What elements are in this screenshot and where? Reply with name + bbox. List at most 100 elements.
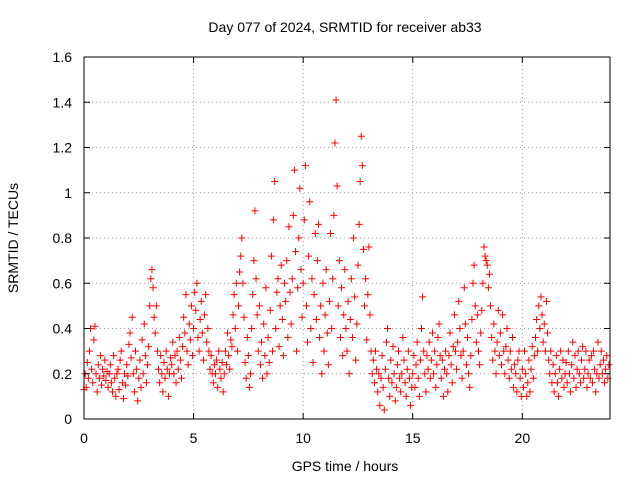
data-point [512,370,520,378]
data-point [149,284,157,292]
data-point [142,379,150,387]
data-point [185,320,193,328]
data-point [157,352,165,360]
data-point [413,338,421,346]
data-point [357,132,365,140]
plot-frame [83,56,611,420]
data-point [584,370,592,378]
data-point [186,336,194,344]
data-point [327,229,335,237]
data-point [205,347,213,355]
data-point [498,361,506,369]
data-point [221,347,229,355]
x-tick-label: 15 [405,430,421,446]
data-point [568,361,576,369]
data-point [320,347,328,355]
data-point [527,365,535,373]
data-point [449,343,457,351]
data-point [127,354,135,362]
data-point [418,325,426,332]
data-point [147,275,155,283]
data-point [569,338,577,346]
data-point [430,370,438,378]
data-point [102,377,110,385]
data-point [592,388,600,396]
data-point [467,352,475,360]
data-point [133,365,141,373]
data-point [392,383,400,391]
data-point [500,347,508,355]
y-axis-title: SRMTID / TECUs [5,183,21,293]
data-point [160,358,168,366]
data-point [207,352,215,360]
data-point [274,275,282,283]
data-point [287,320,295,328]
data-point [198,329,206,337]
data-point [564,347,572,355]
data-point [90,336,98,344]
data-point [184,361,192,369]
data-point [368,370,376,378]
data-point [297,266,305,274]
x-tick-label: 20 [515,430,531,446]
data-point [519,383,527,391]
data-point [163,365,171,373]
data-point [245,383,253,391]
data-point [193,279,201,287]
data-point [533,315,541,323]
data-point [283,257,291,265]
data-point [402,392,410,400]
data-point [545,356,553,364]
data-point [145,343,153,351]
data-point [228,343,236,351]
data-point [552,352,560,360]
data-point [582,347,590,355]
data-point [164,392,172,400]
data-point [575,370,583,378]
data-point [563,379,571,387]
data-point [111,374,119,382]
data-point [137,383,145,391]
data-point [347,275,355,283]
data-point [574,347,582,355]
data-point [244,352,252,360]
data-point [499,311,507,319]
data-point [247,370,255,378]
data-point [351,293,359,301]
data-point [370,379,378,387]
data-point [599,356,607,364]
data-point [501,370,509,378]
data-point [238,234,246,242]
data-point [329,275,337,283]
data-point [195,347,203,355]
data-point [175,334,183,342]
data-point [148,266,156,274]
data-point [522,370,530,378]
data-point [213,356,221,364]
data-point [168,361,176,369]
data-point [222,361,230,369]
data-point [373,365,381,373]
data-point [375,370,383,378]
data-point [490,320,498,328]
data-point [126,329,134,337]
data-point [415,392,423,400]
data-point [395,347,403,355]
data-point [242,374,250,382]
data-point [226,365,234,373]
data-point [480,243,488,251]
data-point [423,352,431,360]
data-point [261,352,269,360]
data-point [558,374,566,382]
data-point [318,370,326,378]
data-point [401,379,409,387]
data-point [83,358,91,366]
data-point [494,306,502,314]
data-point [88,365,96,373]
data-point [265,358,273,366]
data-point [587,352,595,360]
data-point [411,383,419,391]
data-point [315,220,323,228]
data-point [217,374,225,382]
data-point [343,347,351,355]
